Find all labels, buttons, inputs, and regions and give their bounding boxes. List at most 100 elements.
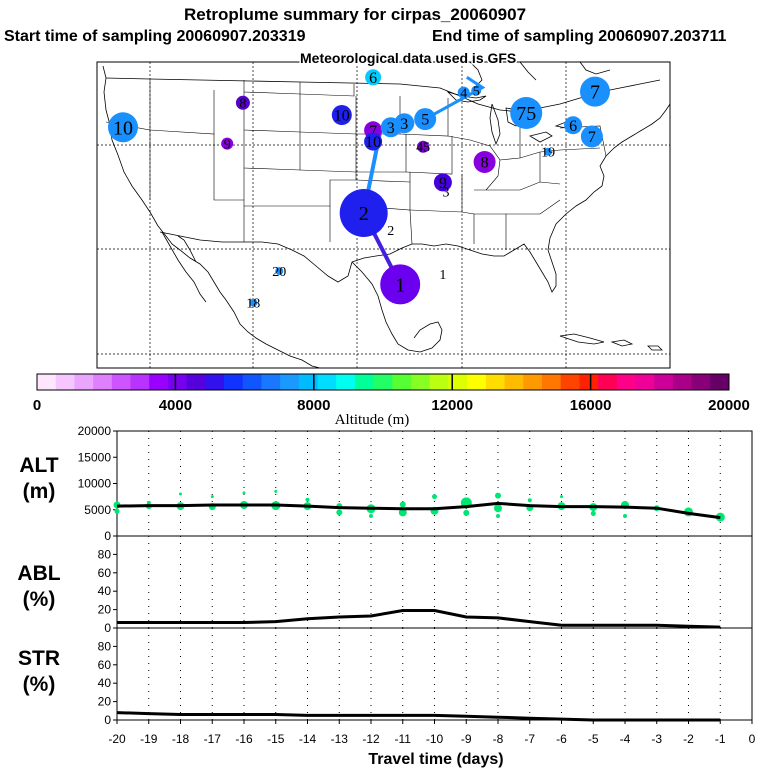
y-tick-label: 20 [98,695,112,709]
colorbar-swatch [373,374,393,390]
panel-frame [116,430,753,537]
plume-marker-label: 3 [400,116,408,133]
x-tick-label: -15 [267,732,285,746]
y-tick-label: 0 [104,529,111,543]
plume-marker [471,85,482,96]
y-axis-unit: (%) [23,588,56,611]
x-tick-label: -20 [108,732,126,746]
colorbar-swatch [205,374,225,390]
median-altitude-line [116,501,721,520]
y-axis-label: STR [18,647,60,670]
plume-marker [339,189,388,237]
mexico-gulf-coast [351,261,443,353]
colorbar-swatch [354,374,375,390]
plume-marker [417,140,430,153]
colorbar-swatch [598,374,618,390]
plume-marker [221,137,234,150]
colorbar-tick-label: 0 [33,397,41,414]
colorbar-swatch [635,374,655,390]
plume-marker [580,125,603,148]
y-tick-label: 5000 [84,503,111,517]
y-tick-label: 60 [98,658,112,672]
colorbar-swatch [37,374,57,390]
x-tick-label: -18 [172,732,190,746]
colorbar-swatch [541,374,562,390]
plume-marker-label: 6 [569,118,577,135]
plume-marker-label: 5 [421,112,429,129]
y-axis-unit: (%) [23,673,56,696]
altitude-point [495,492,501,499]
colorbar-swatch [336,374,356,390]
altitude-point [494,504,502,513]
altitude-point [242,491,246,495]
colorbar-tick-label: 8000 [297,397,330,414]
colorbar-tick-label: 4000 [159,397,192,414]
x-tick-label: -19 [140,732,158,746]
x-tick-label: -16 [235,732,253,746]
y-tick-label: 80 [98,639,112,653]
plume-marker-label: 3 [443,185,450,200]
colorbar-swatch [560,374,580,390]
panel-alt: 0 5000 10000 15000 20000 ALT (m) [19,424,753,543]
y-tick-label: 20000 [78,424,112,438]
x-tick-label: -9 [461,732,472,746]
colorbar-swatch [167,374,188,390]
colorbar-swatch [467,374,487,390]
plume-marker-label: 6 [369,70,377,87]
colorbar-swatch [93,374,113,390]
colorbar-tick-label: 16000 [570,397,612,414]
plume-marker-label: 1 [439,268,446,283]
x-tick-label: -3 [651,732,662,746]
plume-marker-label: 2 [387,224,394,239]
plume-marker-label: 2 [359,203,369,225]
caribbean-islands [559,333,663,351]
altitude-point [463,509,470,516]
colorbar-tick-label: 12000 [431,397,473,414]
colorbar-swatch [485,374,506,390]
colorbar-swatch [523,374,543,390]
plume-marker [564,116,583,135]
colorbar-swatch [672,374,693,390]
x-tick-label: -10 [426,732,444,746]
plume-marker [473,151,496,173]
colorbar-swatch [392,374,412,390]
us-gulf-coast [351,237,557,293]
plume-marker-label: 5 [473,85,480,100]
plume-marker [457,86,470,99]
plume-marker-label: 1 [395,274,405,296]
colorbar-tick-label: 20000 [708,397,750,414]
plume-marker-label: 4 [460,87,467,102]
colorbar-swatch [448,374,468,390]
colorbar-swatch [411,374,431,390]
plume-marker [331,105,352,125]
colorbar-swatch [55,374,75,390]
altitude-point [527,498,532,503]
x-tick-label: -8 [493,732,504,746]
colorbar-swatch [710,374,730,390]
y-tick-label: 40 [98,676,112,690]
x-tick-label: -4 [620,732,631,746]
plume-marker-label: 7 [590,82,600,104]
altitude-point [560,495,563,499]
colorbar-swatch [111,374,132,390]
plume-marker [365,69,382,86]
x-tick-label: -14 [299,732,317,746]
plume-marker [235,95,250,110]
colorbar-swatch [298,374,319,390]
altitude-point [590,510,596,516]
plume-marker-label: 20 [272,265,286,280]
altitude-point [179,492,182,496]
colorbar-swatch [616,374,636,390]
plume-marker [275,267,284,276]
plume-marker-label: 19 [541,146,555,161]
altitude-point [623,514,627,518]
us-mexico-border [159,231,353,283]
altitude-point [274,489,278,493]
plume-marker-label: 75 [516,103,536,125]
x-tick-label: -6 [556,732,567,746]
start-time-label: Start time of sampling 20060907.203319 [4,28,306,45]
